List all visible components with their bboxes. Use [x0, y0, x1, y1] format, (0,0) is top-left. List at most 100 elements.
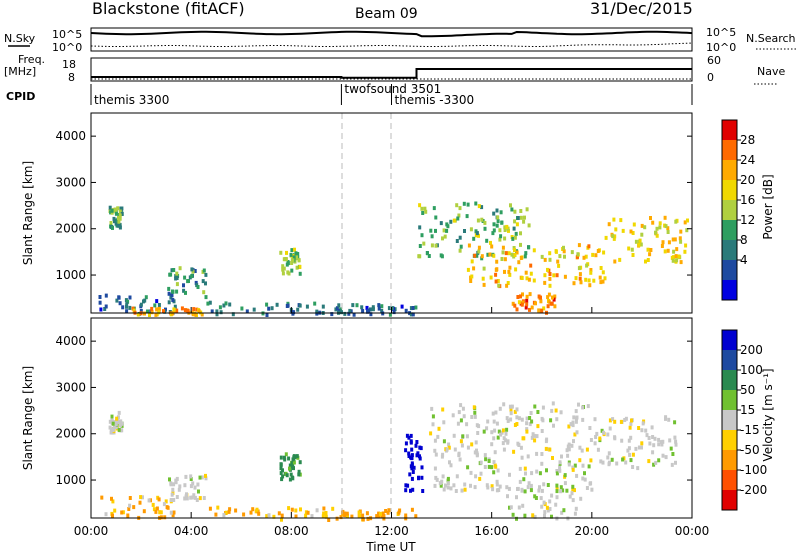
echo-cell [596, 249, 600, 253]
echo-cell [528, 422, 532, 427]
echo-cell [202, 496, 206, 500]
echo-cell [208, 300, 212, 305]
x-tick-label: 04:00 [174, 524, 209, 538]
echo-cell [520, 455, 524, 460]
echo-cell [442, 420, 446, 425]
echo-cell [550, 493, 554, 498]
echo-cell [634, 446, 638, 451]
echo-cell [215, 312, 219, 317]
echo-cell [495, 259, 499, 264]
y-tick-label: 1000 [55, 473, 86, 487]
echo-cell [429, 431, 433, 436]
echo-cell [183, 308, 187, 313]
echo-cell [577, 266, 581, 271]
echo-cell [473, 410, 477, 415]
echo-cell [292, 460, 296, 465]
echo-cell [298, 271, 302, 276]
echo-cell [120, 212, 124, 216]
echo-cell [125, 309, 129, 314]
echo-cell [172, 268, 176, 272]
cpid-segment-label: themis 3300 [94, 93, 169, 107]
freq-label: Freq. [18, 53, 45, 66]
echo-cell [654, 460, 658, 465]
echo-cell [418, 244, 422, 248]
echo-cell [523, 513, 527, 518]
echo-cell [572, 415, 576, 420]
echo-cell [522, 477, 526, 482]
echo-cell [433, 483, 437, 488]
echo-cell [474, 474, 478, 479]
echo-cell [632, 222, 636, 227]
echo-cell [514, 231, 518, 236]
echo-cell [521, 503, 525, 508]
echo-cell [409, 433, 413, 438]
y-tick-label: 3000 [55, 175, 86, 189]
echo-cell [581, 463, 585, 468]
echo-cell [513, 235, 517, 240]
echo-cell [330, 312, 334, 317]
echo-cell [446, 481, 450, 486]
echo-cell [547, 292, 551, 297]
echo-cell [493, 463, 497, 468]
echo-cell [285, 304, 289, 308]
echo-cell [255, 507, 259, 512]
echo-cell [387, 306, 391, 311]
echo-cell [153, 303, 157, 308]
echo-cell [111, 421, 115, 426]
echo-cell [136, 312, 140, 317]
echo-cell [495, 208, 499, 213]
echo-cell [288, 466, 291, 471]
echo-cell [162, 502, 166, 507]
echo-cell [503, 257, 507, 262]
echo-cell [279, 462, 283, 467]
echo-cell [121, 510, 125, 515]
echo-cell [167, 300, 171, 305]
echo-cell [490, 244, 494, 249]
echo-cell [410, 456, 414, 461]
echo-cell [631, 452, 635, 457]
echo-cell [175, 271, 179, 276]
echo-cell [167, 286, 171, 291]
echo-cell [117, 219, 121, 224]
echo-cell [513, 248, 516, 253]
echo-cell [579, 496, 583, 501]
echo-cell [410, 453, 414, 458]
echo-cell [306, 510, 310, 515]
echo-cell [493, 450, 497, 455]
echo-cell [442, 439, 446, 444]
echo-cell [459, 439, 463, 444]
echo-cell [513, 423, 517, 427]
echo-cell [580, 448, 584, 453]
velocity-y-axis: 1000 2000 3000 4000 [55, 334, 692, 487]
echo-cell [173, 304, 177, 309]
echo-cell [290, 248, 294, 253]
echo-cell [214, 512, 218, 517]
echo-cell [563, 481, 567, 486]
echo-cell [539, 496, 543, 501]
echo-cell [440, 479, 444, 484]
echo-cell [454, 489, 458, 493]
echo-cell [584, 254, 588, 259]
echo-cell [524, 251, 528, 256]
echo-cell [501, 428, 505, 433]
echo-cell [669, 446, 673, 451]
echo-cell [673, 435, 677, 440]
echo-cell [265, 313, 269, 317]
echo-cell [594, 253, 598, 258]
echo-cell [494, 279, 498, 284]
echo-cell [538, 485, 541, 490]
y-tick-label: 2000 [55, 427, 86, 441]
echo-cell [567, 424, 571, 429]
echo-cell [539, 299, 543, 304]
echo-cell [587, 464, 591, 469]
echo-cell [548, 251, 552, 256]
echo-cell [114, 422, 118, 427]
echo-cell [475, 231, 479, 236]
echo-cell [671, 258, 675, 263]
echo-cell [157, 303, 161, 307]
echo-cell [441, 452, 445, 457]
echo-cell [532, 278, 536, 283]
echo-cell [561, 488, 565, 493]
echo-cell [476, 431, 480, 435]
